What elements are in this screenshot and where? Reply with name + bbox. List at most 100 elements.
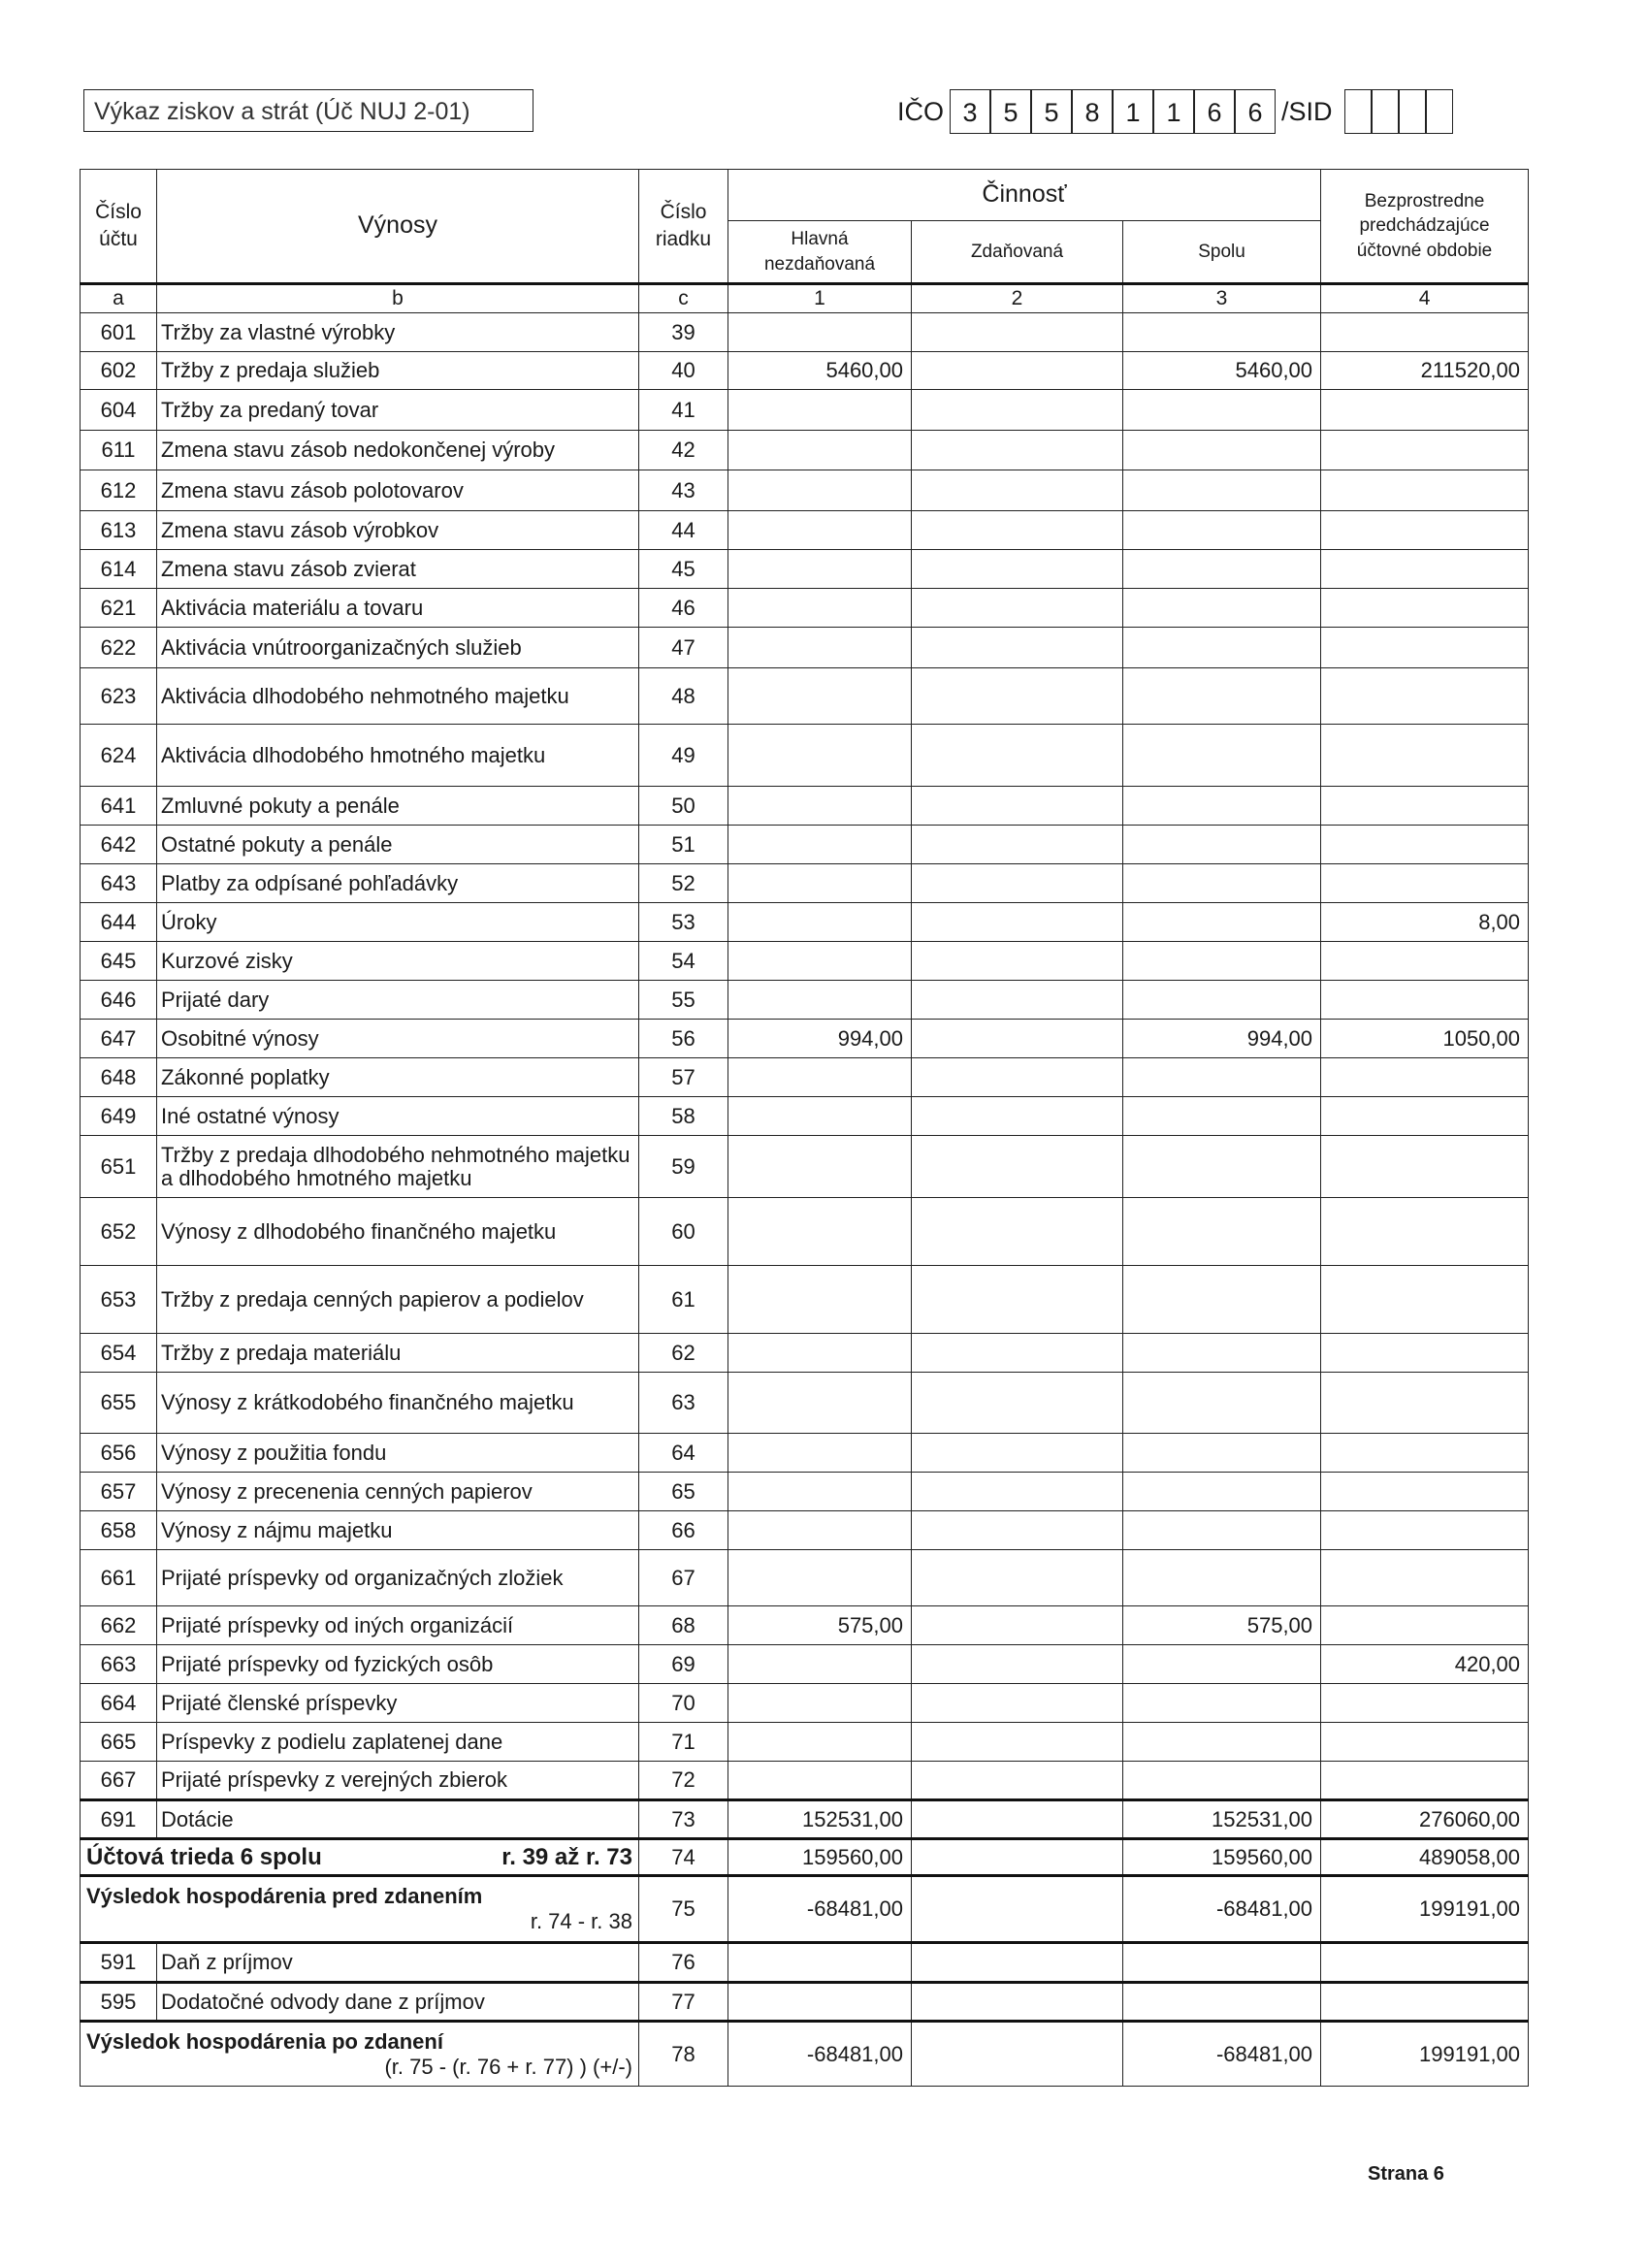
value-taxed [911,1057,1123,1098]
value-previous: 489058,00 [1320,1837,1530,1877]
ico-label: IČO [897,97,945,126]
value-main [728,1941,912,1984]
row-label: Aktivácia vnútroorganizačných služieb [156,627,639,669]
row-label: Zmena stavu zásob polotovarov [156,470,639,512]
account-number: 647 [80,1019,157,1059]
value-main: -68481,00 [728,1874,912,1944]
value-taxed [911,667,1123,726]
row-number: 73 [638,1798,728,1840]
value-taxed [911,1837,1123,1877]
value-taxed [911,1605,1123,1646]
value-taxed [911,825,1123,865]
value-previous [1320,941,1530,982]
header-main: Hlavná nezdaňovaná [728,220,912,284]
value-total [1121,1722,1322,1763]
value-previous [1320,1372,1530,1435]
row-number: 45 [638,549,728,590]
value-total [1121,1333,1322,1374]
value-total [1121,312,1322,353]
value-previous: 276060,00 [1320,1798,1530,1840]
value-taxed [911,351,1123,391]
value-main [728,1472,912,1512]
row-number: 66 [638,1510,728,1551]
value-taxed [911,627,1123,669]
value-total [1121,980,1322,1021]
value-main: 994,00 [728,1019,912,1059]
value-main [728,902,912,943]
sid-digit [1425,89,1453,134]
row-number: 77 [638,1981,728,2023]
value-main [728,980,912,1021]
row-number: 68 [638,1605,728,1646]
value-total [1121,1644,1322,1685]
header-revenues: Výnosy [156,169,639,284]
value-total [1121,825,1322,865]
row-number: 49 [638,724,728,788]
table-row: 641 Zmluvné pokuty a penále 50 [80,786,1530,826]
value-main [728,1644,912,1685]
table-row: 646 Prijaté dary 55 [80,980,1530,1021]
header-row-no: Číslo riadku [638,169,728,284]
table-row: 657 Výnosy z precenenia cenných papierov 6… [80,1472,1530,1512]
value-previous [1320,724,1530,788]
row-number: 46 [638,588,728,629]
value-taxed [911,1135,1123,1199]
index-2: 2 [911,281,1123,314]
value-main: 575,00 [728,1605,912,1646]
value-total: 994,00 [1121,1019,1322,1059]
value-main [728,1549,912,1607]
table-row: 656 Výnosy z použitia fondu 64 [80,1433,1530,1474]
row-label-text: Výsledok hospodárenia po zdanení [86,2028,443,2054]
value-previous [1320,1333,1530,1374]
table-row: Výsledok hospodárenia po zdanení (r. 75 -… [80,2020,1530,2088]
value-taxed [911,1722,1123,1763]
value-total [1121,902,1322,943]
row-label: Tržby z predaja dlhodobého nehmotného ma… [156,1135,639,1199]
account-number: 624 [80,724,157,788]
value-total [1121,724,1322,788]
value-previous [1320,1197,1530,1267]
value-taxed [911,1798,1123,1840]
ico-field: IČO 3 5 5 8 1 1 6 6 /SID [897,89,1453,134]
account-number: 654 [80,1333,157,1374]
value-main [728,825,912,865]
table-row: 601 Tržby za vlastné výrobky 39 [80,312,1530,353]
account-number: 595 [80,1981,157,2023]
value-total [1121,1761,1322,1801]
value-previous [1320,430,1530,471]
account-number: 651 [80,1135,157,1199]
value-main [728,1761,912,1801]
value-main [728,724,912,788]
row-label: Výsledok hospodárenia po zdanení (r. 75 -… [80,2020,639,2088]
value-total [1121,667,1322,726]
value-main [728,1096,912,1137]
table-row: 624 Aktivácia dlhodobého hmotného majetku… [80,724,1530,788]
form-title: Výkaz ziskov a strát (Úč NUJ 2-01) [83,89,534,132]
page-number: Strana 6 [1368,2163,1444,2185]
row-label: Výnosy z nájmu majetku [156,1510,639,1551]
value-previous [1320,1135,1530,1199]
account-number: 643 [80,863,157,904]
row-number: 43 [638,470,728,512]
row-label: Zákonné poplatky [156,1057,639,1098]
value-previous [1320,588,1530,629]
table-row: 664 Prijaté členské príspevky 70 [80,1683,1530,1724]
row-label: Výnosy z krátkodobého finančného majetku [156,1372,639,1435]
value-total [1121,941,1322,982]
value-total [1121,1197,1322,1267]
value-taxed [911,1019,1123,1059]
value-total [1121,510,1322,551]
value-main [728,941,912,982]
value-taxed [911,1510,1123,1551]
value-taxed [911,941,1123,982]
account-number: 614 [80,549,157,590]
value-taxed [911,389,1123,432]
value-total [1121,430,1322,471]
value-main [728,1135,912,1199]
row-label: Prijaté dary [156,980,639,1021]
header-previous-period: Bezprostredne predchádzajúce účtovné obd… [1320,169,1530,284]
row-label: Tržby za vlastné výrobky [156,312,639,353]
row-number: 52 [638,863,728,904]
table-row: 622 Aktivácia vnútroorganizačných služieb… [80,627,1530,669]
account-number: 652 [80,1197,157,1267]
